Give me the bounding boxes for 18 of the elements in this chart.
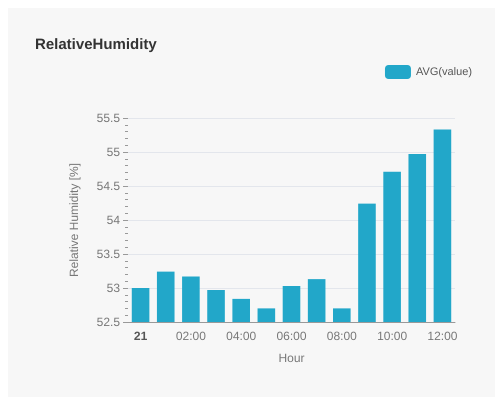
y-tick-label: 54 (106, 213, 120, 227)
y-axis-title: Relative Humidity [%] (67, 162, 81, 278)
y-tick-label: 53 (106, 281, 120, 295)
x-tick-label: 02:00 (176, 329, 206, 343)
x-tick-label: 12:00 (427, 329, 458, 343)
x-tick-label: 04:00 (226, 329, 257, 343)
y-tick-label: 55.5 (96, 111, 120, 125)
x-tick-label: 21 (134, 329, 148, 343)
x-axis-title: Hour (278, 351, 305, 365)
chart-title: RelativeHumidity (35, 36, 158, 53)
x-tick-label: 06:00 (276, 329, 307, 343)
legend-label: AVG(value) (416, 66, 472, 78)
y-tick-label: 54.5 (96, 179, 120, 193)
y-tick-label: 52.5 (96, 315, 120, 329)
y-tick-label: 53.5 (96, 247, 120, 261)
x-tick-label: 10:00 (377, 329, 408, 343)
y-tick-label: 55 (106, 145, 120, 159)
x-tick-label: 08:00 (326, 329, 358, 343)
